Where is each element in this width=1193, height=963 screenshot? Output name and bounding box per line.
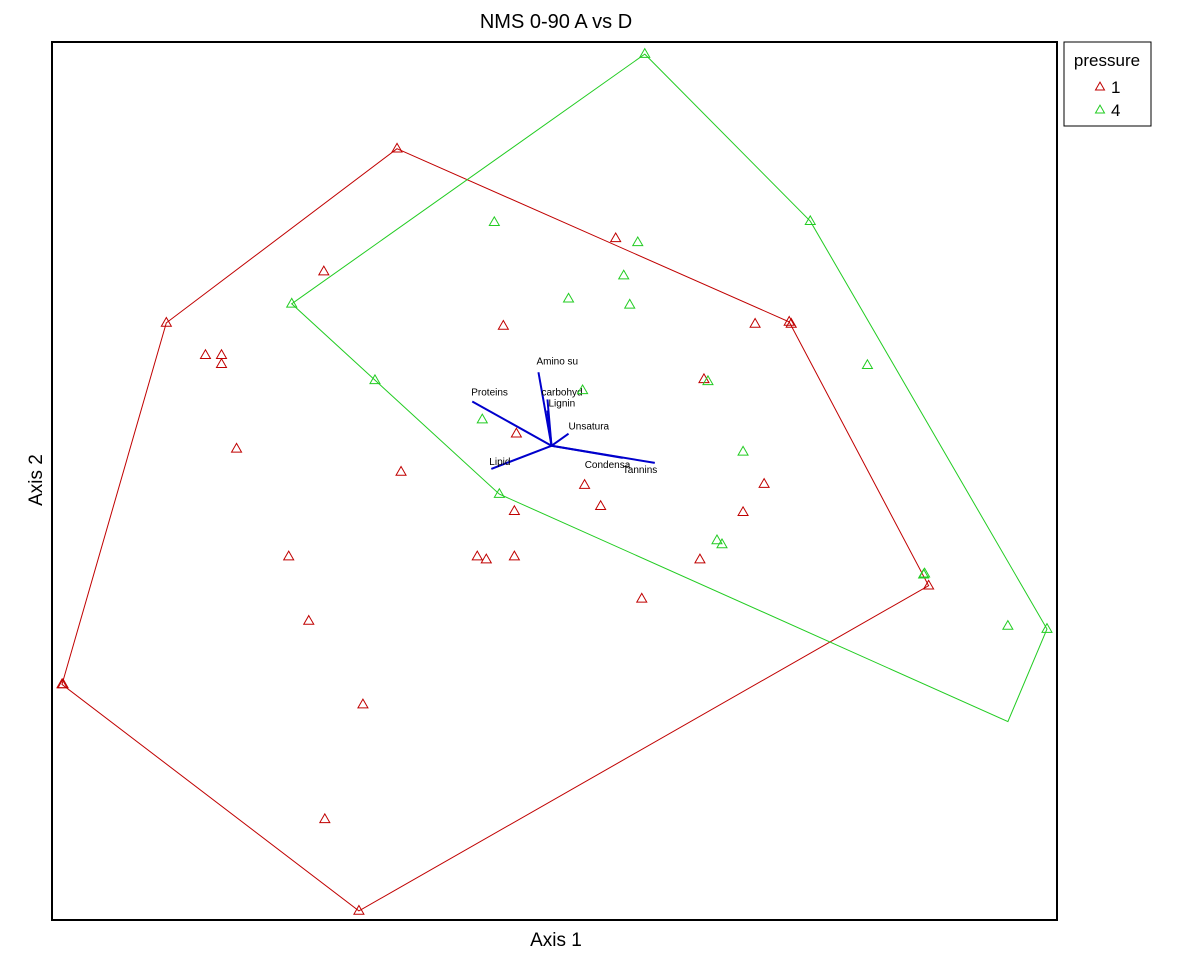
point-series-1-4 xyxy=(215,348,228,359)
point-series-1-27 xyxy=(480,553,493,564)
hull-series-1 xyxy=(61,148,930,912)
point-series-1-29 xyxy=(694,553,706,564)
point-series-4-20 xyxy=(918,567,931,578)
point-series-4-8 xyxy=(369,373,381,385)
point-series-4-5 xyxy=(562,292,575,303)
vector-line-3 xyxy=(471,400,552,447)
point-series-1-25 xyxy=(508,550,521,561)
point-series-1-19 xyxy=(510,427,523,438)
x-axis-label: Axis 1 xyxy=(530,930,582,951)
point-series-4-15 xyxy=(493,487,506,498)
point-series-1-8 xyxy=(282,550,295,561)
point-series-1-22 xyxy=(758,477,770,488)
point-series-1-14 xyxy=(497,319,510,330)
point-series-4-3 xyxy=(804,214,817,226)
point-series-1-11 xyxy=(318,812,331,824)
point-series-1-31 xyxy=(783,315,796,326)
point-series-1-3 xyxy=(199,348,212,359)
plot-frame xyxy=(51,41,1058,921)
vector-label-6: Tannins xyxy=(623,465,657,476)
point-series-4-2 xyxy=(631,235,644,247)
vector-label-3: Proteins xyxy=(471,387,508,398)
point-series-4-12 xyxy=(737,445,749,456)
point-series-1-7 xyxy=(395,465,407,476)
vector-label-7: Lipid xyxy=(489,457,510,468)
legend-marker-4 xyxy=(1094,104,1106,114)
vector-label-2: Lignin xyxy=(548,399,575,410)
point-series-4-10 xyxy=(576,383,589,395)
point-series-4-16 xyxy=(1001,619,1014,630)
point-series-1-12 xyxy=(353,904,365,915)
point-series-1-28 xyxy=(635,592,648,603)
point-series-4-19 xyxy=(1041,622,1053,633)
hull-layer xyxy=(61,53,1048,912)
vector-label-5: Condensa xyxy=(585,460,631,471)
point-series-4-14 xyxy=(716,538,728,549)
point-series-4-4 xyxy=(617,269,630,280)
point-series-1-23 xyxy=(737,505,749,517)
legend-label-4: 4 xyxy=(1111,101,1120,120)
point-series-1-15 xyxy=(609,231,622,243)
point-series-1-24 xyxy=(508,504,521,516)
legend-title: pressure xyxy=(1074,51,1140,70)
vector-line-2 xyxy=(546,410,553,446)
point-series-1-2 xyxy=(160,316,173,327)
legend: pressure 14 xyxy=(1063,41,1152,127)
point-series-4-1 xyxy=(488,215,501,227)
point-series-4-9 xyxy=(702,374,714,386)
vector-line-7 xyxy=(490,444,552,470)
point-series-4-6 xyxy=(623,298,636,309)
point-series-1-30 xyxy=(922,579,935,590)
chart-title: NMS 0-90 A vs D xyxy=(480,11,632,33)
point-series-1-5 xyxy=(215,357,228,369)
point-series-4-0 xyxy=(638,47,651,58)
vector-label-0: Amino su xyxy=(536,356,578,367)
point-series-1-21 xyxy=(594,499,607,510)
vector-line-6 xyxy=(551,444,655,464)
vector-label-4: Unsatura xyxy=(569,422,610,433)
point-layer xyxy=(56,47,1053,915)
point-series-4-13 xyxy=(711,534,723,545)
legend-marker-1 xyxy=(1094,81,1106,91)
point-series-1-17 xyxy=(785,317,798,328)
point-series-1-16 xyxy=(749,317,761,328)
point-series-1-10 xyxy=(357,698,369,709)
legend-entries: 14 xyxy=(1094,78,1120,120)
hull-series-4 xyxy=(290,53,1048,723)
point-series-1-0 xyxy=(391,142,403,153)
point-series-4-18 xyxy=(285,297,298,308)
y-axis-label: Axis 2 xyxy=(26,454,47,506)
point-series-4-7 xyxy=(861,358,874,370)
legend-box xyxy=(1063,41,1152,127)
point-series-1-18 xyxy=(698,372,710,384)
point-series-1-20 xyxy=(578,478,591,489)
point-series-1-6 xyxy=(230,442,243,453)
point-series-4-11 xyxy=(476,413,489,424)
point-series-1-1 xyxy=(317,265,330,276)
point-series-1-26 xyxy=(471,550,484,561)
vector-label-1: carbohyd xyxy=(541,387,582,398)
point-series-1-32 xyxy=(57,677,69,689)
vector-line-4 xyxy=(550,432,570,447)
point-series-1-9 xyxy=(302,614,315,625)
legend-label-1: 1 xyxy=(1111,78,1120,97)
